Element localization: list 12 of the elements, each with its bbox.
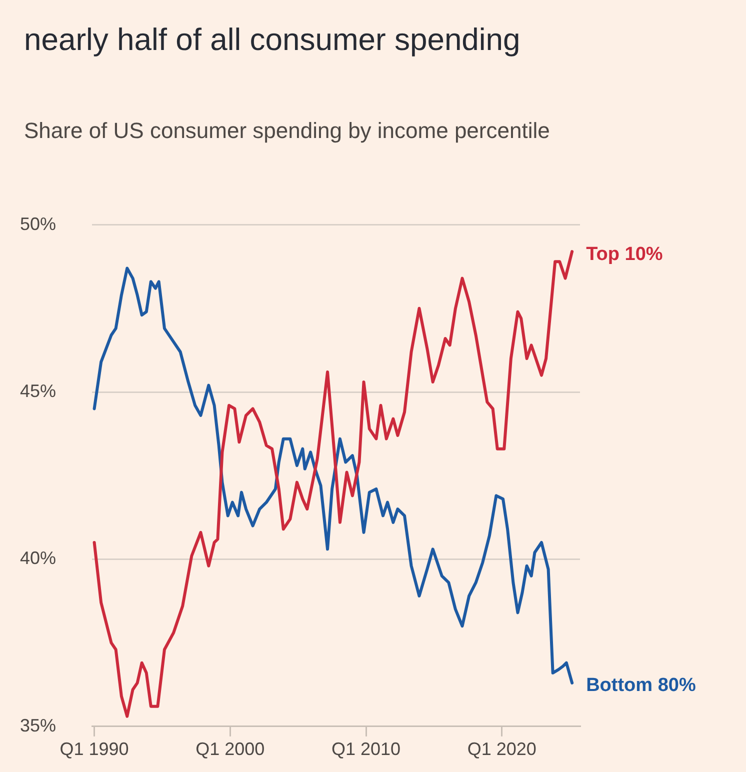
y-tick-label: 35% xyxy=(20,715,56,736)
y-tick-label: 40% xyxy=(20,548,56,568)
x-tick-label: Q1 2020 xyxy=(467,739,536,760)
series-label: Top 10% xyxy=(586,244,663,265)
x-tick-label: Q1 1990 xyxy=(60,739,129,760)
y-tick-label: 45% xyxy=(20,380,56,401)
x-tick-label: Q1 2010 xyxy=(331,739,401,760)
chart-subtitle: Share of US consumer spending by income percentile xyxy=(24,118,550,144)
y-tick-label: 50% xyxy=(20,214,56,234)
x-tick-label: Q1 2000 xyxy=(196,739,265,760)
chart-title: nearly half of all consumer spending xyxy=(24,22,520,58)
series-label: Bottom 80% xyxy=(586,675,696,696)
